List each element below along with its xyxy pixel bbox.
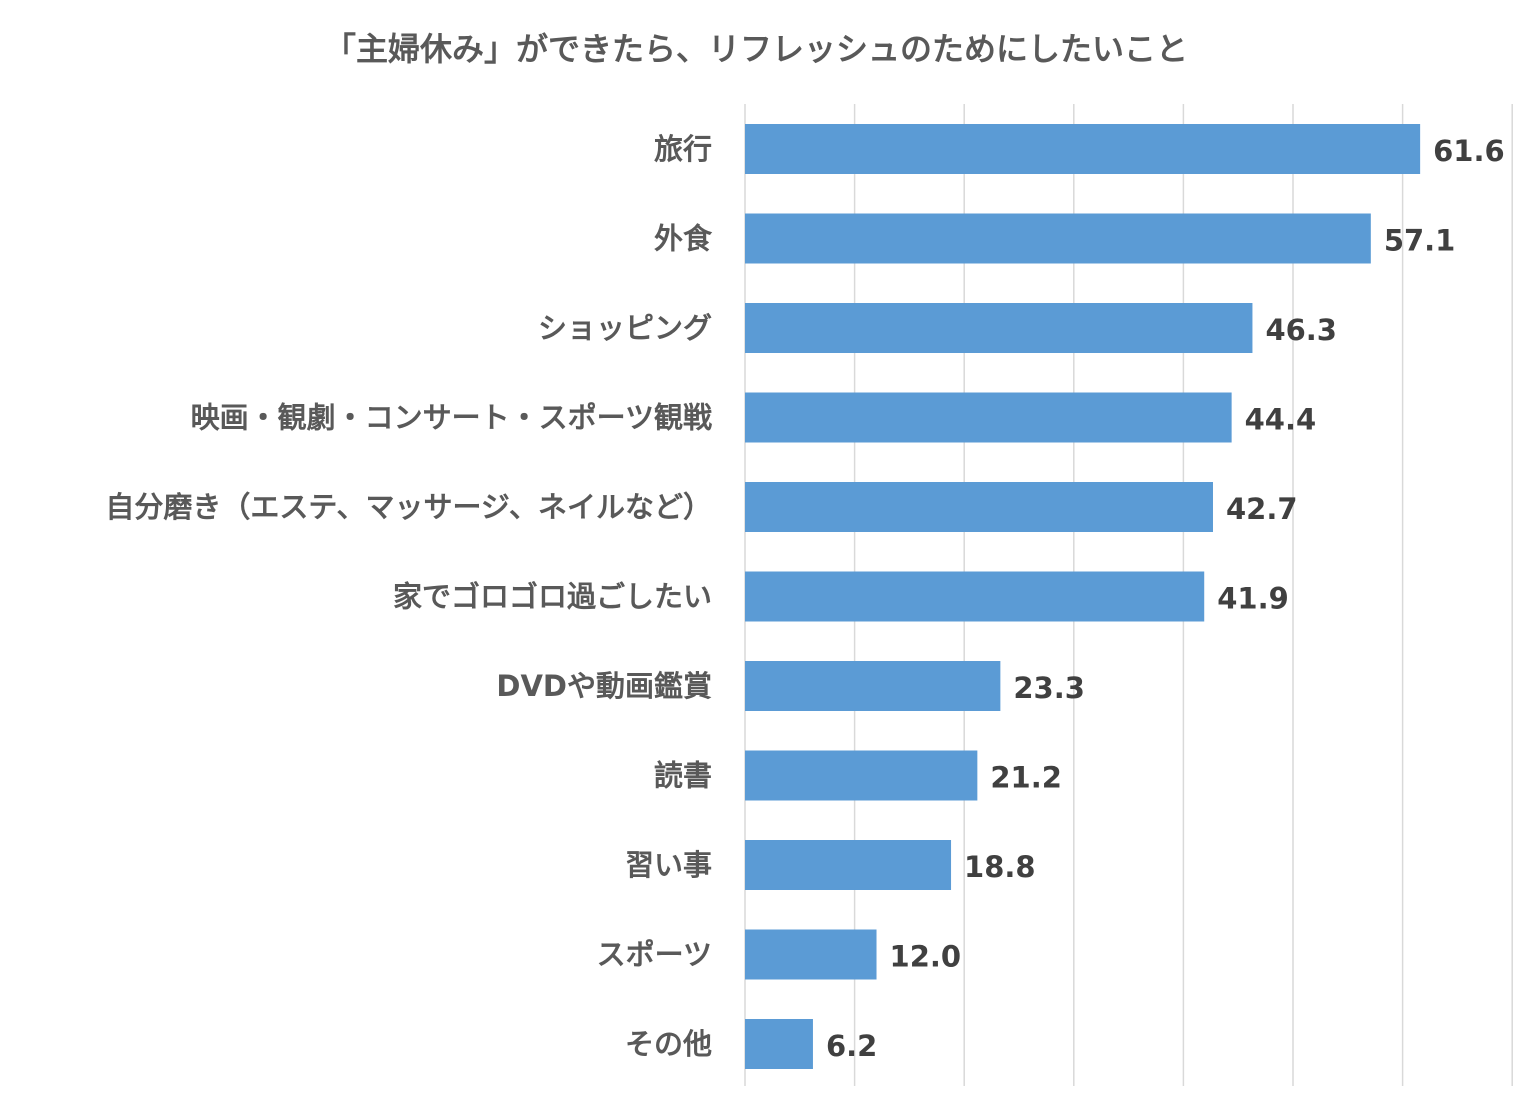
bar-0 (745, 124, 1421, 174)
value-label-3: 44.4 (1245, 403, 1317, 437)
bar-6 (745, 661, 1001, 711)
value-label-4: 42.7 (1226, 492, 1298, 526)
value-label-8: 18.8 (964, 850, 1036, 884)
category-label-9: スポーツ (597, 938, 712, 972)
bar-5 (745, 571, 1205, 622)
value-label-5: 41.9 (1217, 582, 1289, 616)
value-label-9: 12.0 (890, 940, 962, 974)
bar-8 (745, 840, 952, 890)
category-label-10: その他 (625, 1027, 712, 1061)
category-label-5: 家でゴロゴロ過ごしたい (393, 580, 712, 614)
value-label-10: 6.2 (826, 1029, 877, 1063)
category-labels: 旅行外食ショッピング映画・観劇・コンサート・スポーツ観戦自分磨き（エステ、マッサ… (105, 132, 713, 1061)
value-label-6: 23.3 (1013, 671, 1085, 705)
bar-9 (745, 929, 877, 980)
category-label-2: ショッピング (538, 311, 712, 345)
category-label-7: 読書 (654, 759, 712, 793)
category-label-4: 自分磨き（エステ、マッサージ、ネイルなど） (105, 490, 712, 524)
chart-title: 「主婦休み」ができたら、リフレッシュのためにしたいこと (324, 30, 1188, 68)
bar-2 (745, 303, 1253, 353)
value-label-2: 46.3 (1265, 313, 1337, 347)
value-labels: 61.6 57.1 46.3 44.4 42.7 41.9 23.3 21.2 18.8 12.0… (826, 134, 1505, 1063)
bar-3 (745, 392, 1232, 443)
value-label-1: 57.1 (1384, 224, 1456, 258)
value-label-7: 21.2 (990, 761, 1062, 795)
bar-10 (745, 1019, 813, 1069)
bar-7 (745, 750, 978, 801)
bar-4 (745, 482, 1213, 532)
category-label-3: 映画・観劇・コンサート・スポーツ観戦 (191, 401, 712, 435)
bars (745, 124, 1421, 1069)
category-label-0: 旅行 (654, 132, 712, 166)
category-label-6: DVDや動画鑑賞 (496, 669, 712, 703)
category-label-8: 習い事 (625, 848, 712, 882)
value-label-0: 61.6 (1433, 134, 1505, 168)
bar-1 (745, 213, 1371, 264)
category-label-1: 外食 (654, 222, 713, 256)
